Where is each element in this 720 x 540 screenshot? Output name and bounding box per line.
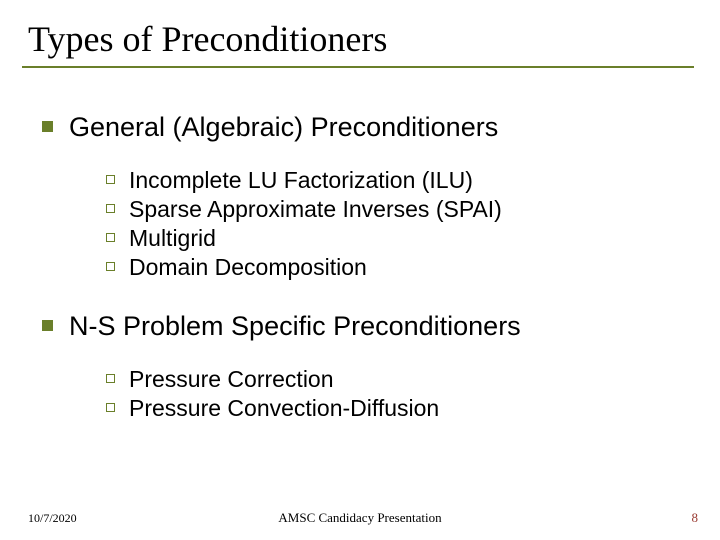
hollow-square-icon [106, 204, 115, 213]
footer-title: AMSC Candidacy Presentation [278, 510, 441, 526]
item-text: Multigrid [129, 225, 216, 252]
item-text: Domain Decomposition [129, 254, 367, 281]
item-text: Pressure Convection-Diffusion [129, 395, 439, 422]
hollow-square-icon [106, 374, 115, 383]
bullet-level2: Multigrid [106, 225, 686, 252]
bullet-level2: Domain Decomposition [106, 254, 686, 281]
bullet-level2: Sparse Approximate Inverses (SPAI) [106, 196, 686, 223]
bullet-level2: Pressure Convection-Diffusion [106, 395, 686, 422]
page-number: 8 [692, 510, 699, 526]
heading-text: General (Algebraic) Preconditioners [69, 112, 498, 143]
heading-text: N-S Problem Specific Preconditioners [69, 311, 521, 342]
bullet-level2: Pressure Correction [106, 366, 686, 393]
slide-content: General (Algebraic) Preconditioners Inco… [28, 68, 692, 452]
item-text: Pressure Correction [129, 366, 334, 393]
bullet-level1: N-S Problem Specific Preconditioners [42, 311, 686, 342]
bullet-level1: General (Algebraic) Preconditioners [42, 112, 686, 143]
square-bullet-icon [42, 121, 53, 132]
slide-footer: 10/7/2020 AMSC Candidacy Presentation 8 [0, 510, 720, 526]
hollow-square-icon [106, 262, 115, 271]
square-bullet-icon [42, 320, 53, 331]
sub-bullet-group: Pressure Correction Pressure Convection-… [42, 362, 686, 452]
bullet-level2: Incomplete LU Factorization (ILU) [106, 167, 686, 194]
item-text: Incomplete LU Factorization (ILU) [129, 167, 473, 194]
slide-title: Types of Preconditioners [28, 18, 692, 66]
slide: Types of Preconditioners General (Algebr… [0, 0, 720, 540]
footer-date: 10/7/2020 [28, 511, 77, 526]
hollow-square-icon [106, 175, 115, 184]
sub-bullet-group: Incomplete LU Factorization (ILU) Sparse… [42, 163, 686, 311]
hollow-square-icon [106, 403, 115, 412]
hollow-square-icon [106, 233, 115, 242]
item-text: Sparse Approximate Inverses (SPAI) [129, 196, 502, 223]
